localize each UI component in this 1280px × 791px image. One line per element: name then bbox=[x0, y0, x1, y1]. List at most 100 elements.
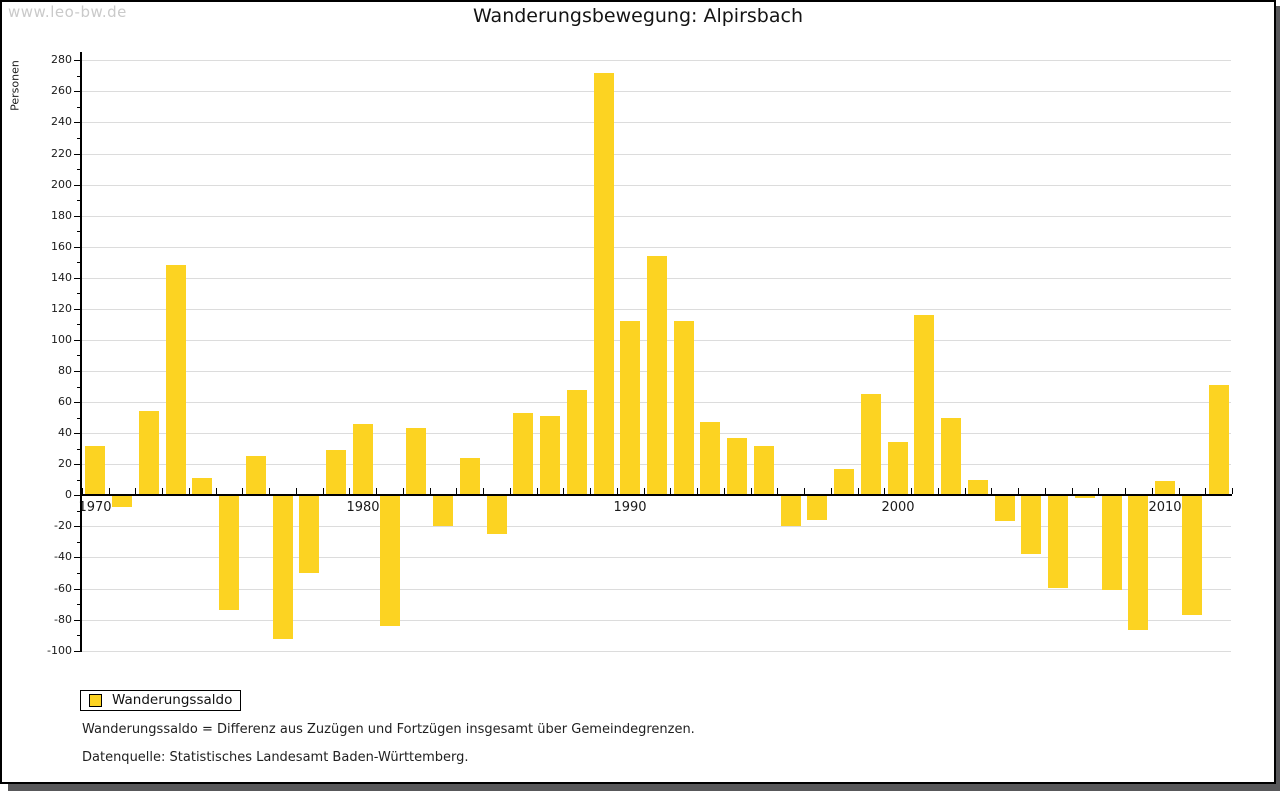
x-tick-5 bbox=[216, 488, 217, 494]
y-tick-label--60: -60 bbox=[54, 582, 72, 595]
y-minor-tick--90 bbox=[77, 635, 81, 636]
y-tick-0 bbox=[74, 495, 81, 496]
x-tick-10 bbox=[349, 488, 350, 494]
gridline--20 bbox=[82, 526, 1231, 527]
bar-1977 bbox=[273, 495, 293, 639]
bar-1994 bbox=[727, 438, 747, 495]
bar-1974 bbox=[192, 478, 212, 495]
gridline-280 bbox=[82, 60, 1231, 61]
x-tick-label-1990: 1990 bbox=[613, 500, 647, 515]
x-tick-30 bbox=[884, 488, 885, 494]
y-tick-40 bbox=[74, 433, 81, 434]
bar-2000 bbox=[888, 442, 908, 495]
x-tick-22 bbox=[670, 488, 671, 494]
x-tick-16 bbox=[510, 488, 511, 494]
x-axis-line bbox=[80, 494, 1232, 496]
y-minor-tick-30 bbox=[77, 449, 81, 450]
x-tick-9 bbox=[323, 488, 324, 494]
x-tick-2 bbox=[135, 488, 136, 494]
x-tick-3 bbox=[162, 488, 163, 494]
x-tick-40 bbox=[1152, 488, 1153, 494]
bar-2005 bbox=[1021, 495, 1041, 554]
y-tick-label-280: 280 bbox=[51, 53, 72, 66]
x-tick-25 bbox=[751, 488, 752, 494]
bar-1972 bbox=[139, 411, 159, 495]
y-tick-260 bbox=[74, 91, 81, 92]
x-tick-11 bbox=[376, 488, 377, 494]
x-tick-29 bbox=[858, 488, 859, 494]
y-minor-tick-130 bbox=[77, 293, 81, 294]
bar-1983 bbox=[433, 495, 453, 526]
bar-1997 bbox=[807, 495, 827, 520]
bar-2009 bbox=[1128, 495, 1148, 630]
bar-1999 bbox=[861, 394, 881, 495]
gridline-200 bbox=[82, 185, 1231, 186]
bar-2008 bbox=[1102, 495, 1122, 590]
bar-1984 bbox=[460, 458, 480, 495]
bar-1975 bbox=[219, 495, 239, 610]
bar-1987 bbox=[540, 416, 560, 495]
bar-1985 bbox=[487, 495, 507, 534]
frame-shadow-bottom bbox=[8, 784, 1280, 791]
y-minor-tick-210 bbox=[77, 169, 81, 170]
y-tick-200 bbox=[74, 185, 81, 186]
x-tick-14 bbox=[456, 488, 457, 494]
bar-1973 bbox=[166, 265, 186, 495]
y-tick-label--20: -20 bbox=[54, 519, 72, 532]
x-tick-43 bbox=[1232, 488, 1233, 494]
gridline-220 bbox=[82, 154, 1231, 155]
x-tick-36 bbox=[1045, 488, 1046, 494]
bar-1979 bbox=[326, 450, 346, 495]
y-tick-20 bbox=[74, 464, 81, 465]
x-tick-1 bbox=[109, 488, 110, 494]
x-tick-41 bbox=[1179, 488, 1180, 494]
y-tick-label--40: -40 bbox=[54, 550, 72, 563]
x-tick-26 bbox=[777, 488, 778, 494]
y-tick--60 bbox=[74, 589, 81, 590]
x-tick-label-2010: 2010 bbox=[1148, 500, 1182, 515]
y-tick-120 bbox=[74, 309, 81, 310]
x-tick-6 bbox=[242, 488, 243, 494]
bar-1990 bbox=[620, 321, 640, 495]
y-minor-tick-230 bbox=[77, 138, 81, 139]
bar-1992 bbox=[674, 321, 694, 495]
bar-1981 bbox=[380, 495, 400, 626]
x-tick-15 bbox=[483, 488, 484, 494]
y-minor-tick-110 bbox=[77, 324, 81, 325]
y-minor-tick--70 bbox=[77, 604, 81, 605]
y-tick--100 bbox=[74, 651, 81, 652]
x-tick-8 bbox=[296, 488, 297, 494]
chart-title: Wanderungsbewegung: Alpirsbach bbox=[472, 5, 803, 27]
y-tick-label-140: 140 bbox=[51, 271, 72, 284]
y-tick-label-0: 0 bbox=[65, 488, 72, 501]
y-minor-tick-150 bbox=[77, 262, 81, 263]
y-tick-100 bbox=[74, 340, 81, 341]
x-tick-31 bbox=[911, 488, 912, 494]
y-tick-140 bbox=[74, 278, 81, 279]
y-tick-label-80: 80 bbox=[58, 364, 72, 377]
y-minor-tick-50 bbox=[77, 418, 81, 419]
x-tick-23 bbox=[697, 488, 698, 494]
y-tick-label-160: 160 bbox=[51, 240, 72, 253]
y-tick-220 bbox=[74, 154, 81, 155]
x-tick-19 bbox=[590, 488, 591, 494]
legend-swatch-icon bbox=[89, 694, 102, 707]
frame-shadow-right bbox=[1276, 6, 1280, 791]
x-tick-7 bbox=[269, 488, 270, 494]
y-minor-tick-190 bbox=[77, 200, 81, 201]
y-tick-label-200: 200 bbox=[51, 178, 72, 191]
legend-label: Wanderungssaldo bbox=[112, 692, 233, 708]
x-tick-13 bbox=[430, 488, 431, 494]
bar-1998 bbox=[834, 469, 854, 495]
x-tick-24 bbox=[724, 488, 725, 494]
bar-1996 bbox=[781, 495, 801, 526]
gridline-240 bbox=[82, 122, 1231, 123]
y-tick-60 bbox=[74, 402, 81, 403]
y-minor-tick--30 bbox=[77, 542, 81, 543]
y-tick-label-60: 60 bbox=[58, 395, 72, 408]
bar-2010 bbox=[1155, 481, 1175, 495]
y-tick-label-20: 20 bbox=[58, 457, 72, 470]
x-tick-label-1970: 1970 bbox=[78, 500, 112, 515]
bar-2004 bbox=[995, 495, 1015, 521]
